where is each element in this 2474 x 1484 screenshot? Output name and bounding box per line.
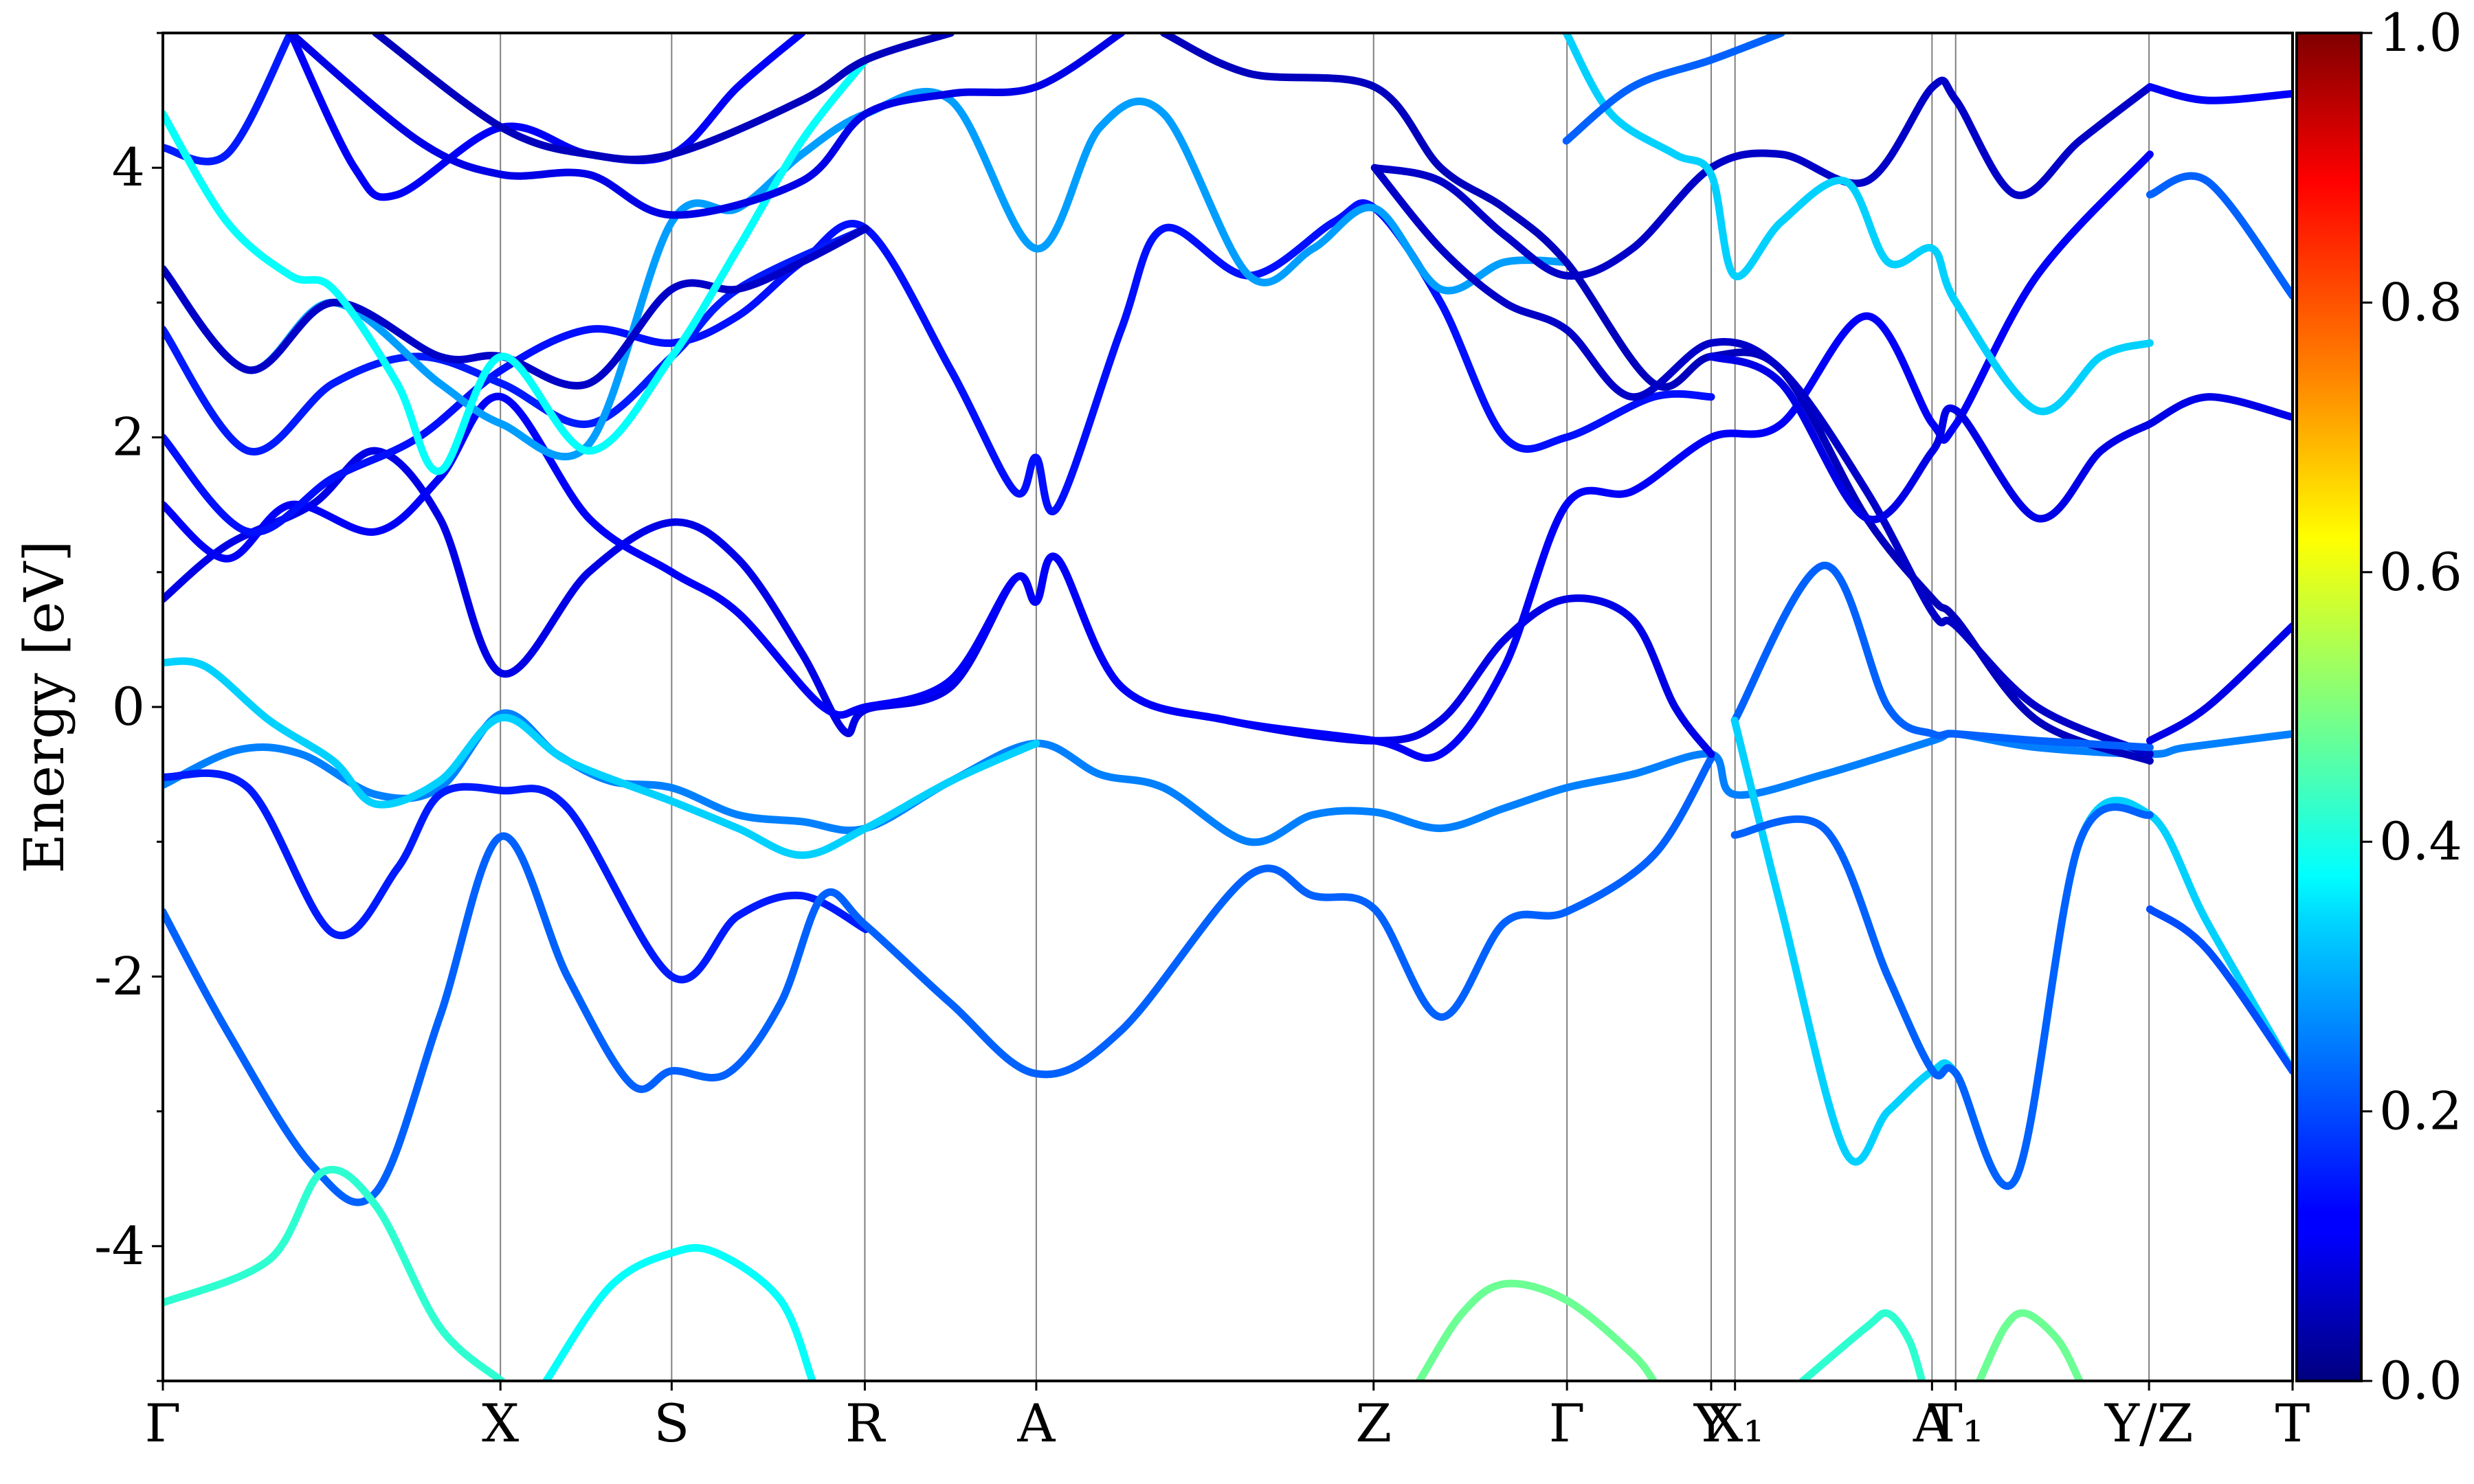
band-line [163, 769, 870, 984]
band-line [1730, 561, 2154, 752]
x-tick-label: Z [1355, 1393, 1392, 1454]
band-line [1707, 352, 2154, 524]
band-line [163, 709, 2293, 846]
band-line [287, 33, 806, 201]
x-tick-label: A [1016, 1393, 1056, 1454]
colorbar [2295, 32, 2363, 1382]
y-tick-label: 0 [112, 676, 145, 737]
band-line [1562, 33, 2154, 416]
x-tick-label: Γ [145, 1393, 181, 1454]
band-line [1975, 1309, 2084, 1381]
colorbar-tick-label: 0.2 [2379, 1081, 2462, 1142]
x-tick-label: T₁ [1928, 1393, 1983, 1454]
y-tick-label: 4 [112, 137, 145, 198]
band-line [372, 33, 955, 164]
band-line [163, 225, 870, 456]
band-line [542, 1244, 816, 1381]
band-line [163, 150, 2154, 762]
band-line [1160, 33, 2154, 765]
band-line [2146, 393, 2293, 428]
band-series-group [163, 33, 2293, 1381]
band-line [2146, 622, 2293, 745]
band-line [163, 56, 870, 475]
x-tick-label: Γ [1549, 1393, 1585, 1454]
band-line [1370, 76, 2154, 280]
band-line [163, 199, 1715, 537]
band-line [2146, 83, 2293, 104]
band-line [1370, 164, 2154, 758]
y-tick-label: -2 [94, 945, 145, 1007]
colorbar-tick-label: 0.8 [2379, 271, 2462, 333]
x-tick-label: Y [1693, 1393, 1729, 1454]
x-tick-label: X₁ [1706, 1393, 1764, 1454]
band-line [1730, 803, 2154, 1190]
x-axis-ticks: Γ X S R A Z Γ YX₁ AT₁ Y/Z T [145, 1381, 2310, 1454]
band-line [163, 754, 1715, 1206]
colorbar-tick-label: 0.4 [2379, 811, 2462, 872]
band-line [163, 657, 1040, 859]
band-line [1798, 1309, 1926, 1381]
band-line [163, 1165, 506, 1381]
y-axis-ticks: -4 -2 0 2 4 [94, 32, 163, 1382]
x-tick-label: Y/Z [2104, 1393, 2194, 1454]
band-line [1415, 1279, 1658, 1381]
colorbar-tick-label: 1.0 [2379, 2, 2462, 63]
y-axis-label: Energy [eV] [12, 541, 76, 874]
y-tick-label: -4 [94, 1215, 145, 1277]
band-line [163, 447, 1715, 758]
band-line [2146, 172, 2293, 300]
x-tick-label: R [845, 1393, 887, 1454]
x-tick-label: X [482, 1393, 519, 1454]
colorbar-ticks: 0.0 0.2 0.4 0.6 0.8 1.0 [2361, 2, 2462, 1411]
band-line [1562, 33, 1785, 145]
x-tick-label: T [2275, 1393, 2310, 1454]
band-line [287, 33, 1125, 219]
x-tick-label: S [654, 1393, 689, 1454]
band-line [2146, 905, 2293, 1075]
y-tick-label: 2 [112, 407, 145, 468]
colorbar-tick-label: 0.6 [2379, 541, 2462, 603]
x-tick-label: A [1913, 1393, 1952, 1454]
colorbar-tick-label: 0.0 [2379, 1350, 2462, 1411]
